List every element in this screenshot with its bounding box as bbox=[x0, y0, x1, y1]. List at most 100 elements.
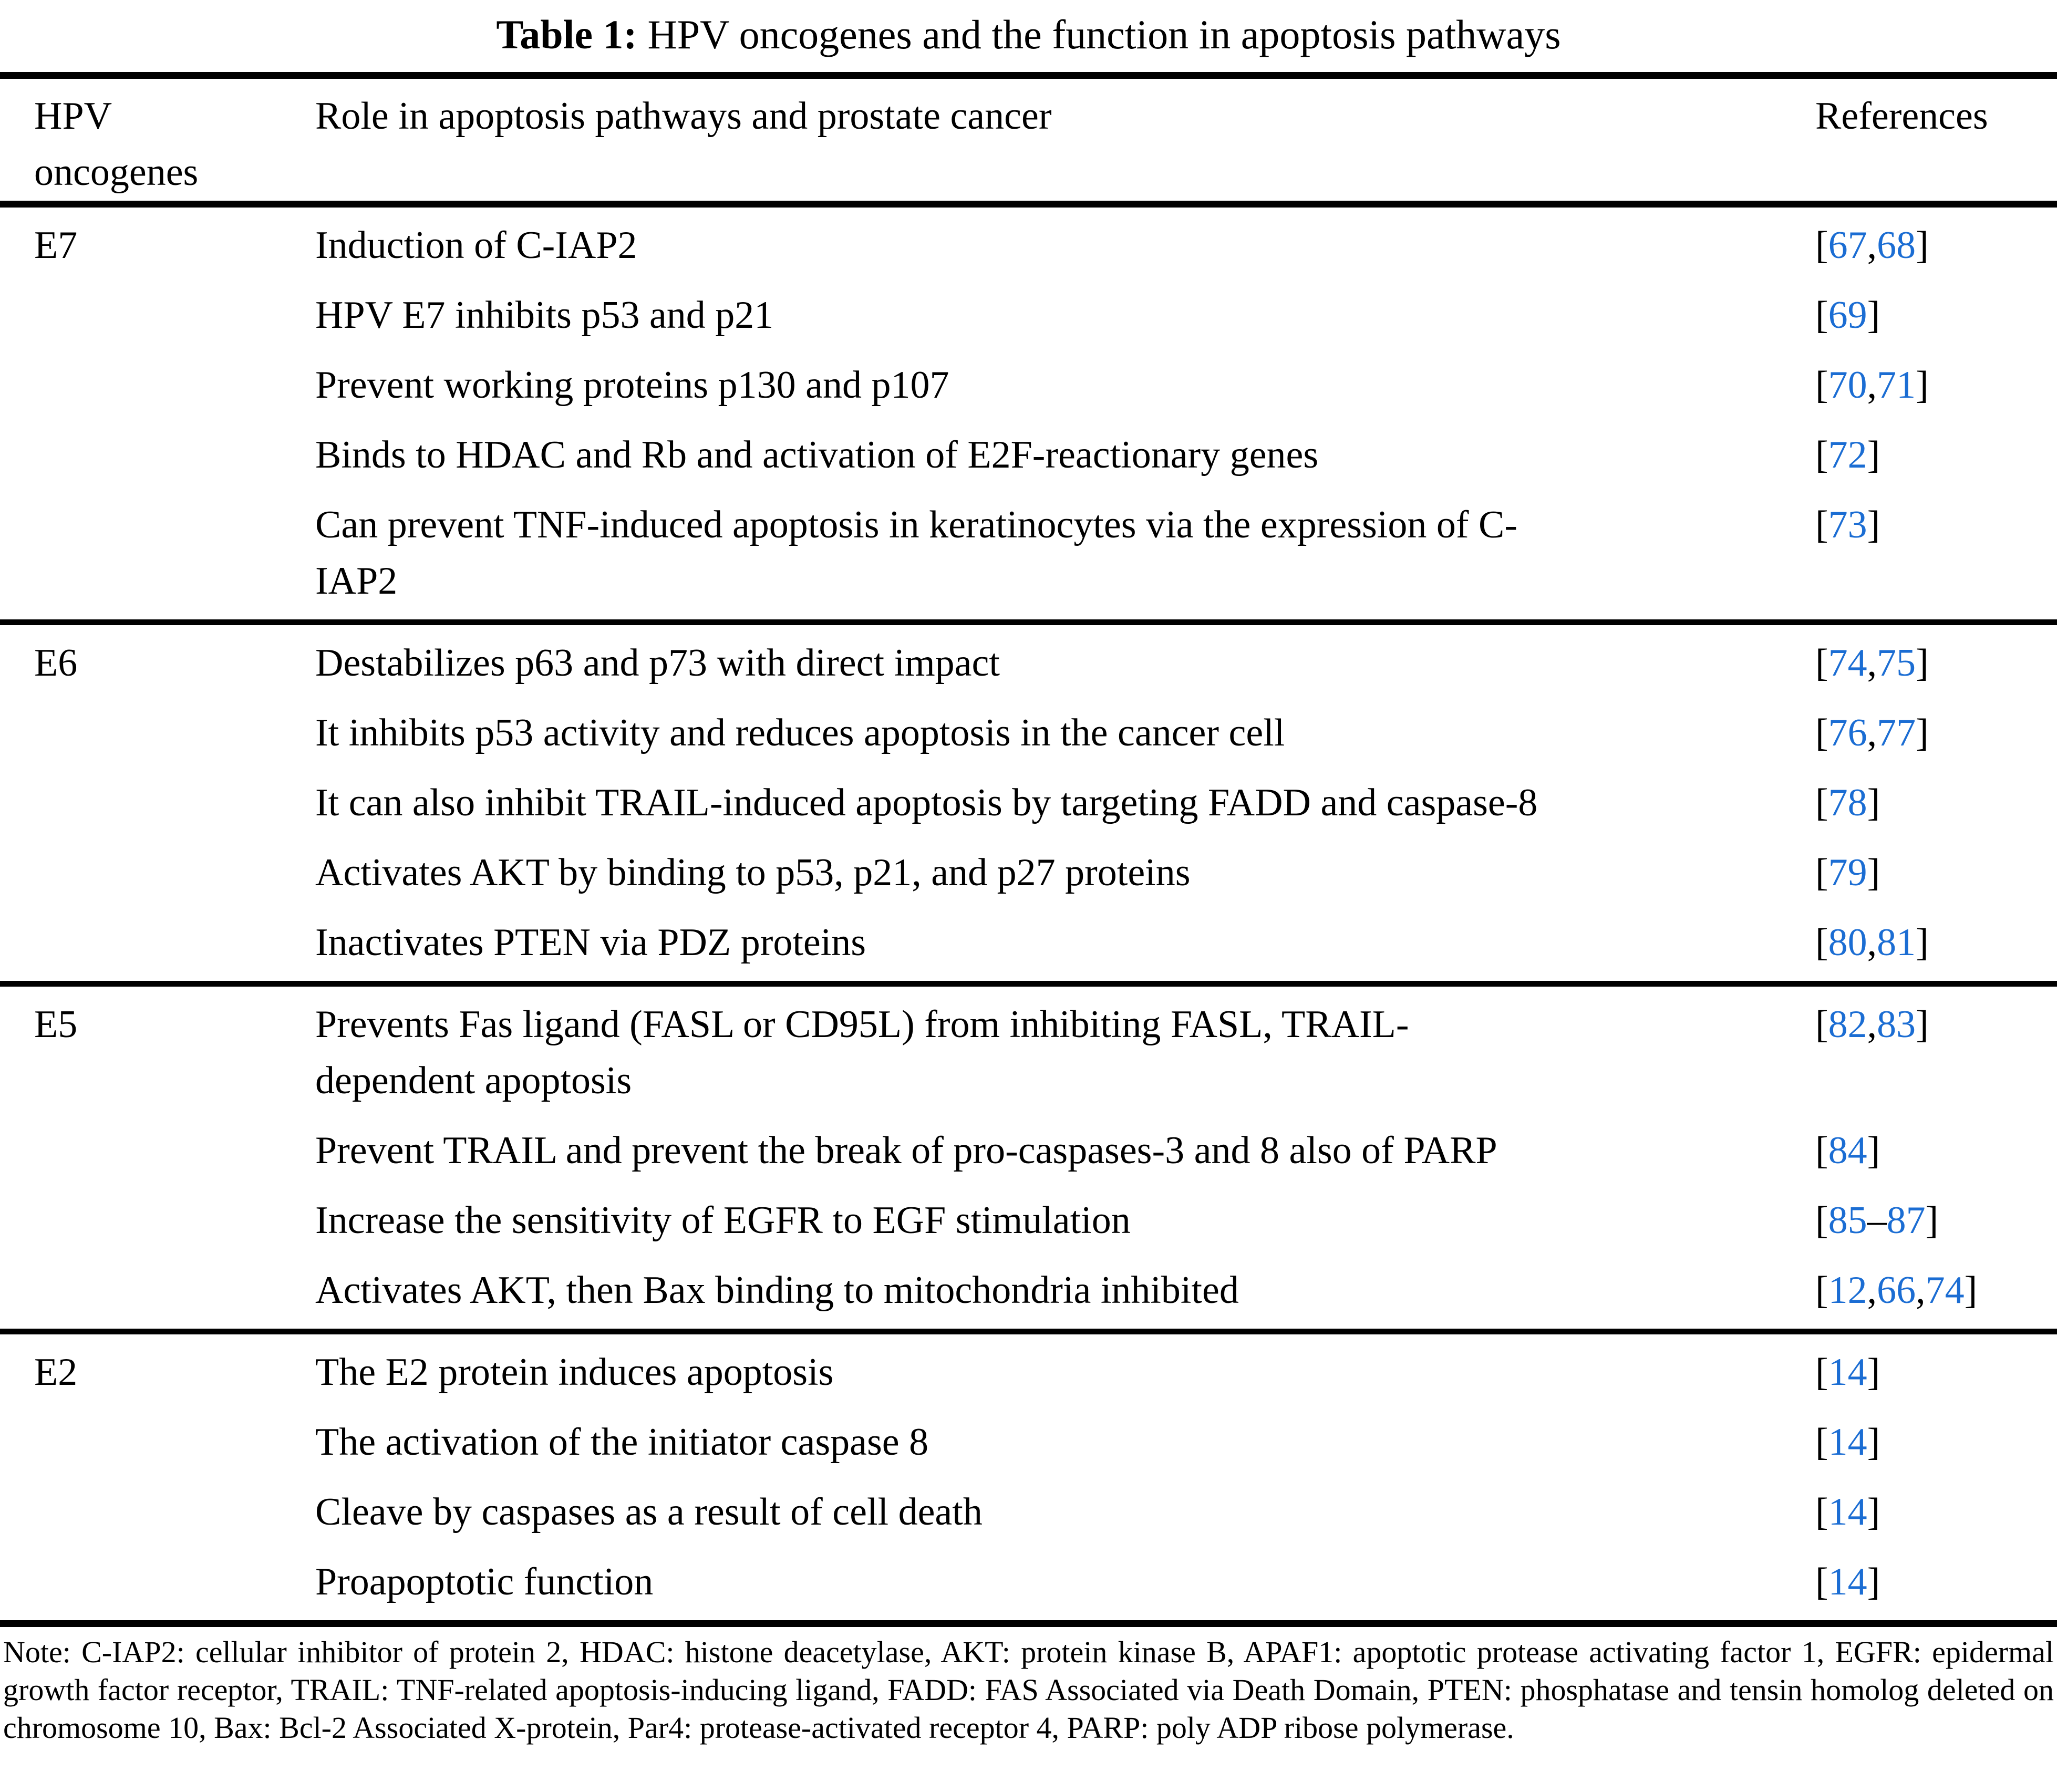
reference-link[interactable]: 85 bbox=[1828, 1199, 1867, 1242]
reference-separator: , bbox=[1916, 1269, 1926, 1312]
reference-close-bracket: ] bbox=[1916, 364, 1929, 407]
reference-cell: [79] bbox=[1794, 845, 2057, 901]
reference-link[interactable]: 73 bbox=[1828, 503, 1867, 546]
table-row: Binds to HDAC and Rb and activation of E… bbox=[0, 420, 2057, 490]
reference-open-bracket: [ bbox=[1815, 781, 1828, 824]
reference-link[interactable]: 75 bbox=[1877, 641, 1916, 685]
reference-link[interactable]: 82 bbox=[1828, 1003, 1867, 1046]
table-row: It can also inhibit TRAIL-induced apopto… bbox=[0, 768, 2057, 838]
table-row: E7 Induction of C-IAP2 [67,68] bbox=[0, 211, 2057, 281]
reference-link[interactable]: 76 bbox=[1828, 711, 1867, 754]
reference-link[interactable]: 80 bbox=[1828, 921, 1867, 964]
oncogene-cell: E6 bbox=[34, 641, 78, 685]
table-row: Prevent working proteins p130 and p107 [7… bbox=[0, 350, 2057, 420]
table-row: It inhibits p53 activity and reduces apo… bbox=[0, 698, 2057, 768]
role-cell: Increase the sensitivity of EGFR to EGF … bbox=[315, 1199, 1131, 1242]
role-cell: Inactivates PTEN via PDZ proteins bbox=[315, 921, 866, 964]
reference-link[interactable]: 68 bbox=[1877, 224, 1916, 267]
reference-link[interactable]: 14 bbox=[1828, 1490, 1867, 1534]
reference-link[interactable]: 79 bbox=[1828, 851, 1867, 894]
role-cell: It can also inhibit TRAIL-induced apopto… bbox=[315, 781, 1538, 824]
reference-link[interactable]: 67 bbox=[1828, 224, 1867, 267]
reference-link[interactable]: 70 bbox=[1828, 364, 1867, 407]
reference-open-bracket: [ bbox=[1815, 1129, 1828, 1172]
table-row: Inactivates PTEN via PDZ proteins [80,81] bbox=[0, 908, 2057, 978]
reference-link[interactable]: 71 bbox=[1877, 364, 1916, 407]
reference-open-bracket: [ bbox=[1815, 433, 1828, 477]
reference-open-bracket: [ bbox=[1815, 1490, 1828, 1534]
reference-close-bracket: ] bbox=[1916, 641, 1929, 685]
reference-link[interactable]: 14 bbox=[1828, 1421, 1867, 1464]
table-caption-text: HPV oncogenes and the function in apopto… bbox=[647, 12, 1561, 57]
reference-link[interactable]: 78 bbox=[1828, 781, 1867, 824]
role-cell: It inhibits p53 activity and reduces apo… bbox=[315, 711, 1285, 754]
reference-cell: [69] bbox=[1794, 287, 2057, 344]
role-cell: Binds to HDAC and Rb and activation of E… bbox=[315, 433, 1319, 477]
oncogene-cell bbox=[0, 915, 315, 971]
oncogene-cell bbox=[0, 427, 315, 483]
reference-open-bracket: [ bbox=[1815, 224, 1828, 267]
table-header-row: HPV oncogenes Role in apoptosis pathways… bbox=[0, 79, 2057, 201]
reference-link[interactable]: 69 bbox=[1828, 294, 1867, 337]
table-caption: Table 1: HPV oncogenes and the function i… bbox=[0, 0, 2057, 62]
reference-open-bracket: [ bbox=[1815, 1269, 1828, 1312]
reference-cell: [85–87] bbox=[1794, 1193, 2057, 1249]
reference-close-bracket: ] bbox=[1867, 781, 1880, 824]
reference-separator: , bbox=[1867, 711, 1877, 754]
reference-link[interactable]: 74 bbox=[1925, 1269, 1965, 1312]
reference-link[interactable]: 74 bbox=[1828, 641, 1867, 685]
role-cell: Proapoptotic function bbox=[315, 1560, 654, 1603]
reference-cell: [74,75] bbox=[1794, 635, 2057, 691]
table-row: Proapoptotic function [14] bbox=[0, 1547, 2057, 1617]
oncogene-cell: E2 bbox=[34, 1351, 78, 1394]
role-cell: Induction of C-IAP2 bbox=[315, 224, 637, 267]
reference-close-bracket: ] bbox=[1867, 851, 1880, 894]
reference-close-bracket: ] bbox=[1867, 1351, 1880, 1394]
reference-link[interactable]: 81 bbox=[1877, 921, 1916, 964]
reference-cell: [12,66,74] bbox=[1794, 1262, 2057, 1319]
table-section-e7: E7 Induction of C-IAP2 [67,68] HPV E7 inhib… bbox=[0, 208, 2057, 619]
reference-open-bracket: [ bbox=[1815, 1560, 1828, 1603]
role-cell: Destabilizes p63 and p73 with direct imp… bbox=[315, 641, 1000, 685]
table-row: Prevent TRAIL and prevent the break of p… bbox=[0, 1116, 2057, 1186]
table-row: Can prevent TNF-induced apoptosis in ker… bbox=[0, 490, 2057, 616]
reference-separator: , bbox=[1867, 921, 1877, 964]
reference-open-bracket: [ bbox=[1815, 711, 1828, 754]
header-col-role: Role in apoptosis pathways and prostate … bbox=[315, 95, 1052, 138]
reference-link[interactable]: 14 bbox=[1828, 1351, 1867, 1394]
reference-open-bracket: [ bbox=[1815, 503, 1828, 546]
table-caption-label: Table 1: bbox=[496, 12, 637, 57]
reference-cell: [73] bbox=[1794, 497, 2057, 609]
reference-separator: , bbox=[1867, 364, 1877, 407]
reference-open-bracket: [ bbox=[1815, 641, 1828, 685]
role-cell: The E2 protein induces apoptosis bbox=[315, 1351, 834, 1394]
reference-close-bracket: ] bbox=[1867, 1421, 1880, 1464]
reference-separator: , bbox=[1867, 1003, 1877, 1046]
reference-cell: [76,77] bbox=[1794, 705, 2057, 761]
header-col-oncogenes: HPV oncogenes bbox=[34, 95, 199, 194]
reference-link[interactable]: 12 bbox=[1828, 1269, 1867, 1312]
table-row: E6 Destabilizes p63 and p73 with direct i… bbox=[0, 628, 2057, 698]
table-row: Cleave by caspases as a result of cell d… bbox=[0, 1477, 2057, 1547]
reference-link[interactable]: 77 bbox=[1877, 711, 1916, 754]
reference-open-bracket: [ bbox=[1815, 921, 1828, 964]
reference-link[interactable]: 83 bbox=[1877, 1003, 1916, 1046]
reference-link[interactable]: 84 bbox=[1828, 1129, 1867, 1172]
reference-separator: , bbox=[1867, 224, 1877, 267]
oncogene-cell bbox=[0, 775, 315, 831]
reference-separator: – bbox=[1867, 1199, 1887, 1242]
reference-cell: [82,83] bbox=[1794, 997, 2057, 1109]
reference-open-bracket: [ bbox=[1815, 364, 1828, 407]
table-row: Activates AKT by binding to p53, p21, an… bbox=[0, 838, 2057, 908]
reference-link[interactable]: 72 bbox=[1828, 433, 1867, 477]
reference-open-bracket: [ bbox=[1815, 1199, 1828, 1242]
table-row: E5 Prevents Fas ligand (FASL or CD95L) fr… bbox=[0, 990, 2057, 1116]
role-cell: Prevents Fas ligand (FASL or CD95L) from… bbox=[315, 1003, 1409, 1102]
reference-close-bracket: ] bbox=[1964, 1269, 1978, 1312]
reference-link[interactable]: 14 bbox=[1828, 1560, 1867, 1603]
reference-link[interactable]: 87 bbox=[1886, 1199, 1926, 1242]
reference-link[interactable]: 66 bbox=[1877, 1269, 1916, 1312]
table-row: The activation of the initiator caspase … bbox=[0, 1407, 2057, 1477]
reference-close-bracket: ] bbox=[1925, 1199, 1939, 1242]
